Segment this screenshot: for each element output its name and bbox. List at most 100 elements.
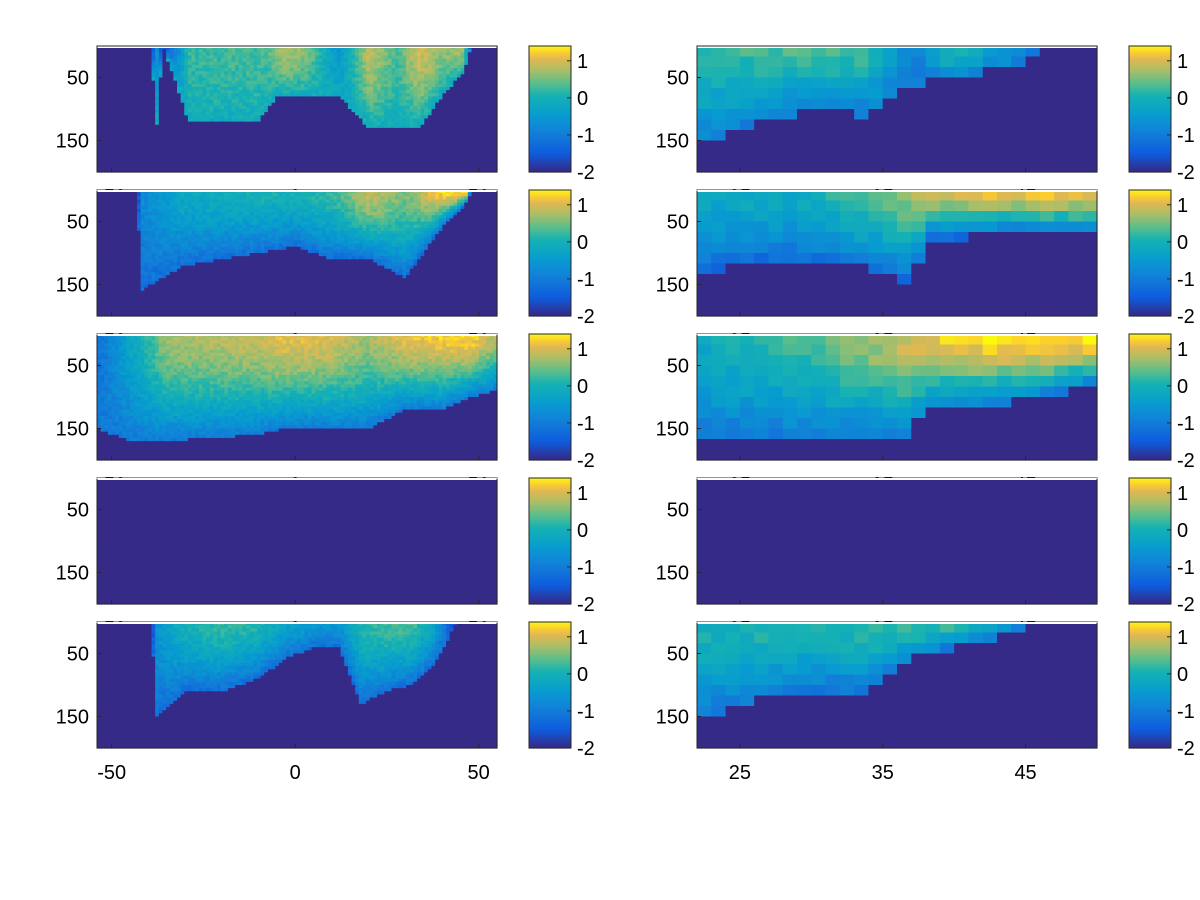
heat-cell [1040,151,1055,162]
heat-cell [1068,162,1083,173]
colorbar-tick-label: 1 [1177,51,1188,73]
heat-cell [868,109,883,120]
heat-cell [783,130,798,141]
heat-cell [740,67,755,78]
heat-cell [883,120,898,131]
heat-cell [968,151,983,162]
heat-cell [911,109,926,120]
heat-cell [768,78,783,89]
heat-cell [711,57,726,68]
heat-cell [926,141,941,152]
heat-cell [726,99,741,110]
heat-cell [1026,130,1041,141]
heat-cell [811,109,826,120]
heat-cell [868,67,883,78]
heat-cell [1083,151,1098,162]
heat-cell [811,120,826,131]
y-tick-label: 50 [67,68,89,90]
heat-cell [911,78,926,89]
heat-cell [1068,109,1083,120]
heat-cell [1054,57,1069,68]
heat-cell [1040,99,1055,110]
heat-cell [883,109,898,120]
heat-cell [968,78,983,89]
heat-cell [997,162,1012,173]
heat-cell [726,141,741,152]
heat-cell [1040,88,1055,99]
heat-cell [797,99,812,110]
heat-cell [1040,78,1055,89]
heat-cell [911,120,926,131]
heat-cell [883,88,898,99]
heat-cell [697,141,712,152]
heatmap-cells [97,46,498,173]
heat-cell [797,162,812,173]
heat-cell [797,88,812,99]
colorbar-tick-label: -1 [577,125,595,147]
heat-cell [940,141,955,152]
heat-cell [1068,78,1083,89]
heat-cell [711,141,726,152]
heat-cell [954,141,969,152]
heat-cell [1011,78,1026,89]
heat-cell [754,162,769,173]
colorbar-tick-label: -2 [577,162,595,184]
panel-2-left: 50150-5005010-1-2 [56,190,595,352]
heat-cell [711,120,726,131]
heat-cell [883,57,898,68]
heat-cell [868,88,883,99]
heat-cell [1011,162,1026,173]
heat-cell [897,99,912,110]
heat-cell [954,67,969,78]
heat-cell [1068,141,1083,152]
heat-cell [1083,99,1098,110]
heat-cell [997,120,1012,131]
heat-cell [754,141,769,152]
heat-cell [754,151,769,162]
heat-cell [954,151,969,162]
heat-cell [897,151,912,162]
heat-cell [968,57,983,68]
heat-cell [854,99,869,110]
heat-cell [1040,130,1055,141]
heat-cell [854,57,869,68]
heat-cell [1054,120,1069,131]
heat-cell [983,78,998,89]
heat-cell [783,162,798,173]
heat-cell [1068,67,1083,78]
heat-cell [754,57,769,68]
heat-cell [1054,88,1069,99]
heat-cell [697,99,712,110]
heat-cell [711,151,726,162]
heat-cell [983,141,998,152]
heat-cell [954,162,969,173]
heat-cell [868,162,883,173]
heat-cell [940,120,955,131]
heat-cell [983,109,998,120]
heat-cell [897,88,912,99]
heat-cell [883,151,898,162]
heat-cell [726,57,741,68]
heat-cell [1040,162,1055,173]
heat-cell [840,88,855,99]
heat-cell [840,162,855,173]
heat-cell [926,88,941,99]
heat-cell [897,67,912,78]
heat-cell [1083,88,1098,99]
heat-cell [911,162,926,173]
heat-cell [1083,141,1098,152]
heat-cell [1040,120,1055,131]
heat-cell [740,151,755,162]
heat-cell [1068,130,1083,141]
heat-cell [954,109,969,120]
heat-cell [726,162,741,173]
colorbar-tick-label: 0 [577,88,588,110]
colorbar-tick-label: 1 [577,51,588,73]
heat-cell [983,120,998,131]
heat-cell [1054,109,1069,120]
heat-cell [1068,120,1083,131]
heat-cell [783,67,798,78]
heat-cell [1026,78,1041,89]
heat-cell [697,120,712,131]
